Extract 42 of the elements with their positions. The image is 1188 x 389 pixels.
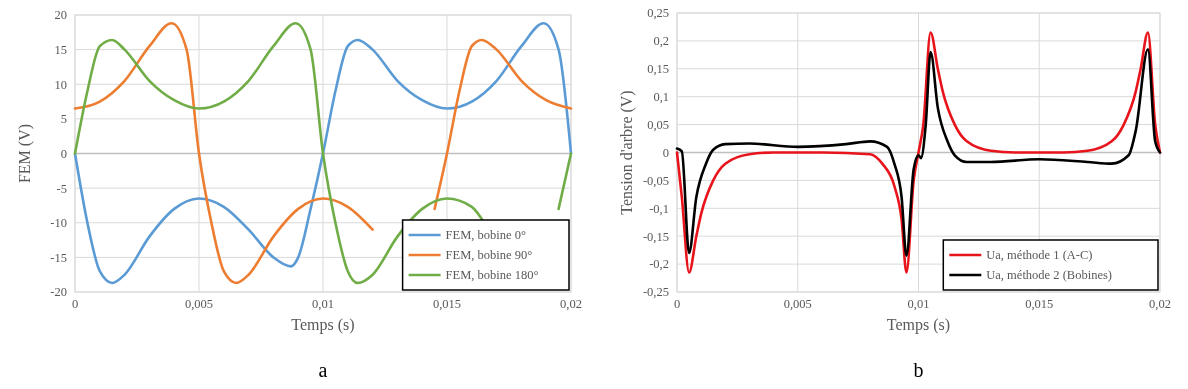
y-tick-label: 0,25 — [647, 6, 669, 21]
y-tick-label: -10 — [50, 216, 67, 231]
text: a — [318, 359, 328, 381]
x-tick-label: 0,005 — [184, 297, 214, 311]
y-tick-label: 0,05 — [647, 117, 669, 132]
y-tick-label: 5 — [60, 112, 67, 127]
x-tick-label: 0,01 — [312, 297, 334, 311]
y-tick-label: 0,2 — [653, 34, 669, 49]
legend-label: Ua, méthode 1 (A-C) — [986, 248, 1093, 263]
x-tick-label: 0 — [673, 297, 681, 311]
y-tick-label: 0 — [60, 146, 67, 161]
y-tick-label: -0,25 — [642, 285, 669, 300]
y-tick-label: -0,1 — [649, 201, 669, 216]
y-tick-label: 0,15 — [647, 62, 669, 77]
line-series — [73, 22, 573, 285]
legend-label: FEM, bobine 90° — [445, 248, 533, 263]
y-tick-label: 20 — [54, 8, 67, 23]
legend-label: Ua, méthode 2 (Bobines) — [986, 268, 1112, 283]
y-tick-label: 15 — [54, 43, 67, 57]
legend-label: FEM, bobine 0° — [445, 228, 526, 243]
x-tick-label: 0 — [71, 297, 79, 311]
x-tick-label: 0,02 — [560, 297, 582, 311]
x-tick-label: 0,005 — [783, 297, 812, 311]
y-tick-label: -0,2 — [649, 257, 669, 272]
y-tick-label: 0,1 — [653, 90, 669, 105]
x-axis-title: Temps (s) — [886, 316, 951, 334]
y-tick-label: 0 — [662, 145, 669, 160]
x-tick-label: 0,015 — [432, 297, 462, 311]
x-tick-label: 0,02 — [1149, 297, 1171, 311]
x-axis-title: Temps (s) — [291, 316, 355, 334]
y-tick-label: -20 — [50, 285, 67, 300]
y-tick-label: -0,05 — [642, 173, 669, 188]
legend-label: FEM, bobine 180° — [445, 268, 539, 283]
y-tick-label: -15 — [50, 250, 67, 265]
y-axis-title: Tension d'arbre (V) — [618, 90, 636, 215]
text: b — [913, 359, 924, 381]
y-tick-label: 10 — [54, 77, 67, 92]
y-tick-label: -5 — [56, 181, 67, 196]
x-tick-label: 0,015 — [1025, 297, 1054, 311]
x-tick-label: 0,01 — [907, 297, 930, 311]
y-tick-label: -0,15 — [642, 229, 669, 244]
y-axis-title: FEM (V) — [16, 123, 34, 184]
